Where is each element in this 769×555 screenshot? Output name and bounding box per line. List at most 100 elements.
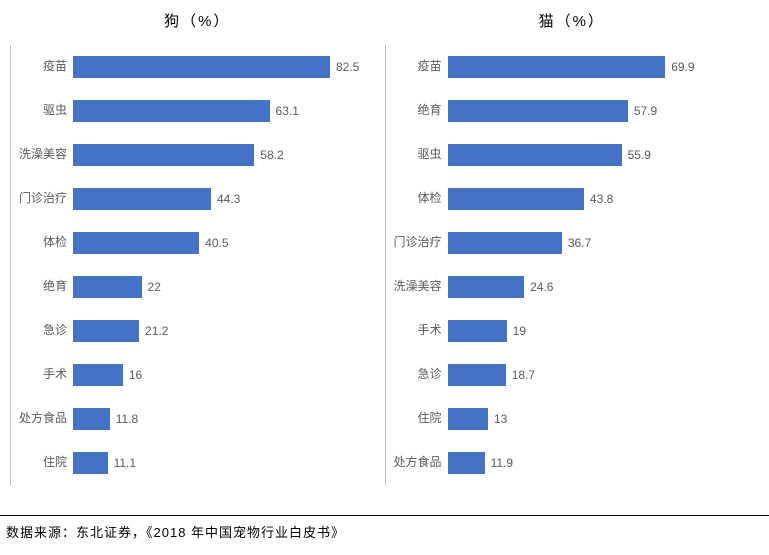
category-label: 洗澡美容 [386,280,442,293]
bar-track: 57.9 [448,100,760,122]
bar-track: 55.9 [448,144,760,166]
value-label: 36.7 [568,236,591,250]
value-label: 44.3 [217,192,240,206]
category-label: 住院 [386,412,442,425]
value-label: 24.6 [530,280,553,294]
category-label: 疫苗 [11,60,67,73]
category-label: 手术 [386,324,442,337]
bar-track: 13 [448,408,760,430]
bar-row: 驱虫63.1 [73,89,385,133]
bar [448,188,584,210]
bar-track: 44.3 [73,188,385,210]
footer: 数据来源：东北证券，《2018 年中国宠物行业白皮书》 [0,515,769,541]
value-label: 63.1 [276,104,299,118]
category-label: 绝育 [386,104,442,117]
bar [73,144,254,166]
bar [73,232,199,254]
value-label: 11.8 [116,412,138,426]
bar-track: 43.8 [448,188,760,210]
category-label: 体检 [11,236,67,249]
bar [448,232,562,254]
bar [448,276,525,298]
bar-row: 急诊18.7 [448,353,760,397]
bar-row: 疫苗82.5 [73,45,385,89]
value-label: 16 [129,368,142,382]
bar-row: 洗澡美容58.2 [73,133,385,177]
bar-track: 18.7 [448,364,760,386]
bar-track: 36.7 [448,232,760,254]
value-label: 57.9 [634,104,657,118]
value-label: 11.9 [491,456,513,470]
bar-track: 16 [73,364,385,386]
bar [73,276,142,298]
category-label: 急诊 [386,368,442,381]
bar-row: 疫苗69.9 [448,45,760,89]
bar [448,320,507,342]
bar [448,56,666,78]
value-label: 43.8 [590,192,613,206]
bar [448,144,622,166]
bar [73,56,330,78]
bar-track: 40.5 [73,232,385,254]
dog-chart-title: 狗（%） [10,10,385,31]
bar [448,100,628,122]
charts-wrapper: 狗（%） 疫苗82.5驱虫63.1洗澡美容58.2门诊治疗44.3体检40.5绝… [0,0,769,485]
value-label: 19 [513,324,526,338]
bar [73,452,108,474]
footer-source: 数据来源：东北证券，《2018 年中国宠物行业白皮书》 [0,522,769,541]
bar-row: 处方食品11.8 [73,397,385,441]
bar-row: 体检43.8 [448,177,760,221]
value-label: 21.2 [145,324,168,338]
bar [448,408,488,430]
category-label: 住院 [11,456,67,469]
value-label: 40.5 [205,236,228,250]
value-label: 69.9 [671,60,694,74]
bar-row: 处方食品11.9 [448,441,760,485]
bar-track: 24.6 [448,276,760,298]
bar [73,100,270,122]
category-label: 绝育 [11,280,67,293]
bar-track: 21.2 [73,320,385,342]
bar [73,408,110,430]
bar [448,452,485,474]
bar-track: 82.5 [73,56,385,78]
dog-plot-area: 疫苗82.5驱虫63.1洗澡美容58.2门诊治疗44.3体检40.5绝育22急诊… [10,45,385,485]
bar-row: 手术16 [73,353,385,397]
bar-row: 急诊21.2 [73,309,385,353]
bar-track: 63.1 [73,100,385,122]
value-label: 13 [494,412,507,426]
value-label: 58.2 [260,148,283,162]
value-label: 55.9 [628,148,651,162]
cat-chart-panel: 猫（%） 疫苗69.9绝育57.9驱虫55.9体检43.8门诊治疗36.7洗澡美… [385,10,760,485]
bar-row: 门诊治疗36.7 [448,221,760,265]
bar [73,188,211,210]
bar-row: 住院11.1 [73,441,385,485]
category-label: 洗澡美容 [11,148,67,161]
bar-track: 19 [448,320,760,342]
bar-row: 体检40.5 [73,221,385,265]
bar-row: 手术19 [448,309,760,353]
value-label: 11.1 [114,456,136,470]
bar-track: 11.8 [73,408,385,430]
bar-row: 绝育57.9 [448,89,760,133]
category-label: 疫苗 [386,60,442,73]
footer-divider [0,515,769,516]
bar [73,364,123,386]
bar-track: 11.1 [73,452,385,474]
value-label: 18.7 [512,368,535,382]
bar-row: 驱虫55.9 [448,133,760,177]
bar-track: 11.9 [448,452,760,474]
category-label: 驱虫 [386,148,442,161]
value-label: 22 [148,280,161,294]
category-label: 处方食品 [11,412,67,425]
cat-plot-area: 疫苗69.9绝育57.9驱虫55.9体检43.8门诊治疗36.7洗澡美容24.6… [385,45,760,485]
bar-track: 58.2 [73,144,385,166]
dog-chart-panel: 狗（%） 疫苗82.5驱虫63.1洗澡美容58.2门诊治疗44.3体检40.5绝… [10,10,385,485]
bar-row: 洗澡美容24.6 [448,265,760,309]
bar [73,320,139,342]
bar-row: 绝育22 [73,265,385,309]
category-label: 门诊治疗 [386,236,442,249]
category-label: 急诊 [11,324,67,337]
bar [448,364,506,386]
bar-track: 22 [73,276,385,298]
